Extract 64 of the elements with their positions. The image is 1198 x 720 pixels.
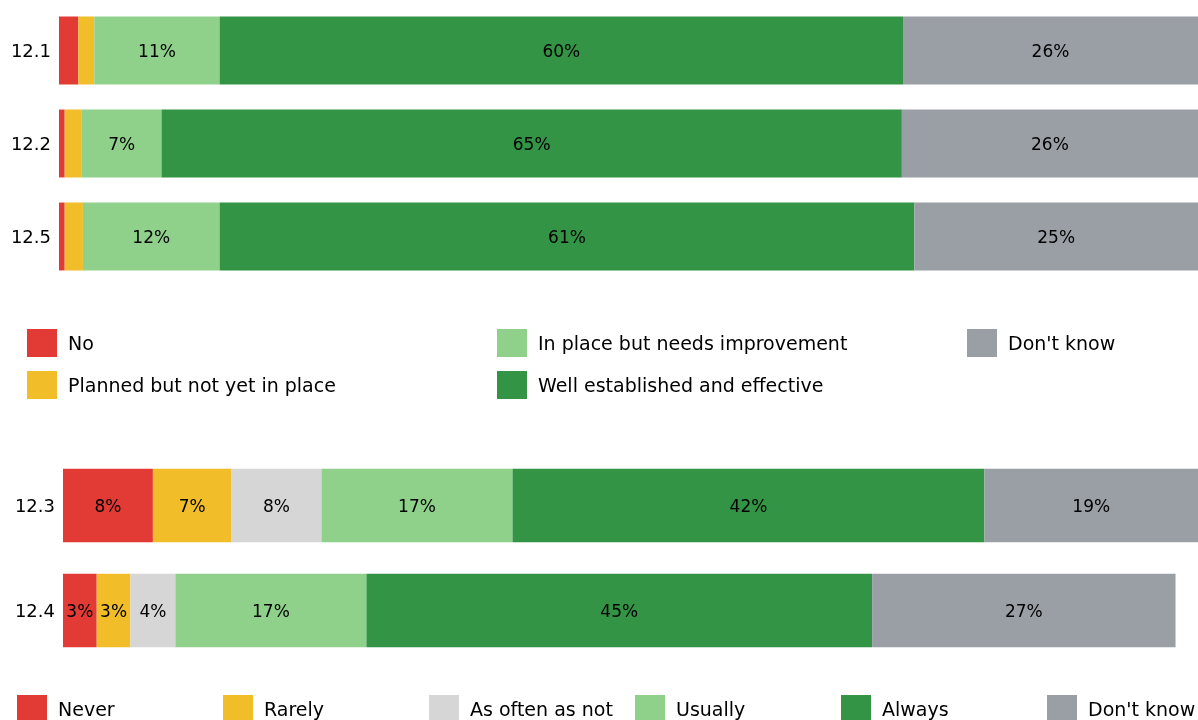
legend-label: Never [58,698,115,720]
data-label: 45% [600,600,639,621]
bar [59,202,65,271]
y-tick-label: 12.1 [10,40,51,61]
data-label: 26% [1031,133,1069,154]
data-label: 65% [512,133,551,154]
data-label: 12% [132,226,171,247]
y-tick-label: 12.5 [10,226,51,247]
data-label: 8% [263,495,291,516]
bar [82,202,220,271]
bar [161,109,902,178]
data-label: 11% [138,40,176,61]
bar [78,16,95,85]
data-label: 27% [1004,600,1043,621]
bar [175,573,367,648]
data-label: 3% [66,600,94,621]
data-label: 17% [398,495,436,516]
y-tick-label: 12.3 [14,495,55,516]
bar [130,573,176,648]
data-label: 7% [108,133,136,154]
data-label: 61% [548,226,586,247]
bar [63,468,153,543]
bar [94,16,220,85]
data-label: 25% [1037,226,1076,247]
bar [59,16,79,85]
data-label: 17% [252,600,290,621]
bar [59,109,65,178]
y-tick-label: 12.4 [14,600,55,621]
bar [901,109,1198,178]
legend-label: Don't know [1008,332,1116,354]
legend-label: Planned but not yet in place [68,374,336,396]
bar [63,573,97,648]
data-label: 26% [1031,40,1070,61]
bar [512,468,985,543]
bar [231,468,322,543]
legend-label: Don't know [1088,698,1196,720]
legend-label: Rarely [264,698,325,720]
bar [219,16,903,85]
bar [219,202,915,271]
bar [64,109,82,178]
bar [64,202,83,271]
legend-label: No [68,332,94,354]
bar [81,109,162,178]
bar [914,202,1198,271]
data-label: 8% [94,495,122,516]
bar [96,573,131,648]
bar [984,468,1198,543]
bar [321,468,513,543]
legend-label: Usually [676,698,746,720]
data-label: 3% [100,600,128,621]
bar [903,16,1198,85]
legend-label: In place but needs improvement [538,332,848,354]
data-label: 42% [729,495,768,516]
data-label: 4% [139,600,167,621]
legend-label: As often as not [470,698,613,720]
legend-label: Always [882,698,949,720]
legend-label: Well established and effective [538,374,824,396]
data-label: 60% [542,40,581,61]
data-label: 19% [1072,495,1111,516]
bar [366,573,873,648]
data-label: 7% [178,495,206,516]
y-tick-label: 12.2 [10,133,51,154]
bar [872,573,1176,648]
bar [152,468,232,543]
